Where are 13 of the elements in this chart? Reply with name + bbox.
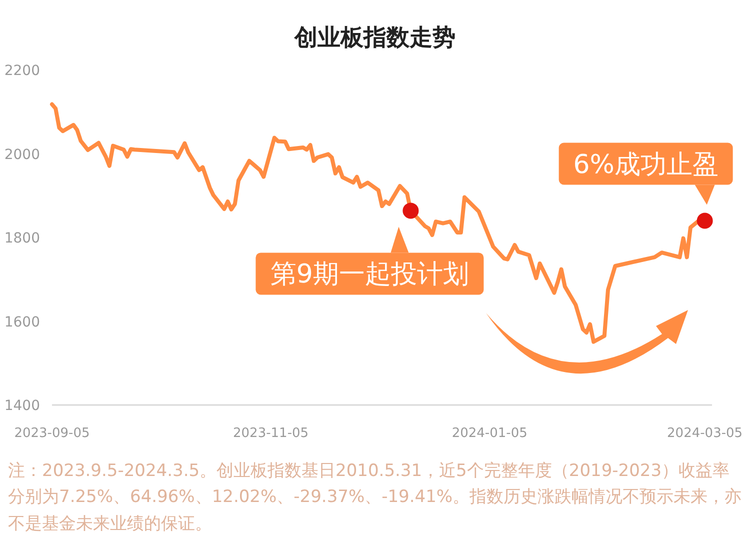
x-tick-label: 2024-01-05 [452,426,528,441]
x-tick-label: 2024-03-05 [667,426,743,441]
y-tick-label: 2200 [4,63,40,79]
text: 注：2023.9.5-2024.3.5。创业板指数基日2010.5.31，近5个完整年度（2019-2023）收益率分别为7.25%、64.96%、12.02%、-29.37%、-19.41%。指数历史涨跌幅情况不预示未来，亦不是基金未来业绩的保证。 [8,460,742,536]
x-tick-label: 2023-09-05 [14,426,90,441]
annotation: 6%成功止盈 [573,150,718,180]
y-tick-label: 2000 [4,146,40,163]
y-tick-label: 1600 [4,314,40,330]
y-tick-label: 1400 [4,398,40,414]
x-tick-label: 2023-11-05 [233,426,309,441]
y-tick-label: 1800 [4,230,40,246]
annotation: 第9期一起投计划 [270,260,469,290]
chart-title: 创业板指数走势 [294,25,456,51]
